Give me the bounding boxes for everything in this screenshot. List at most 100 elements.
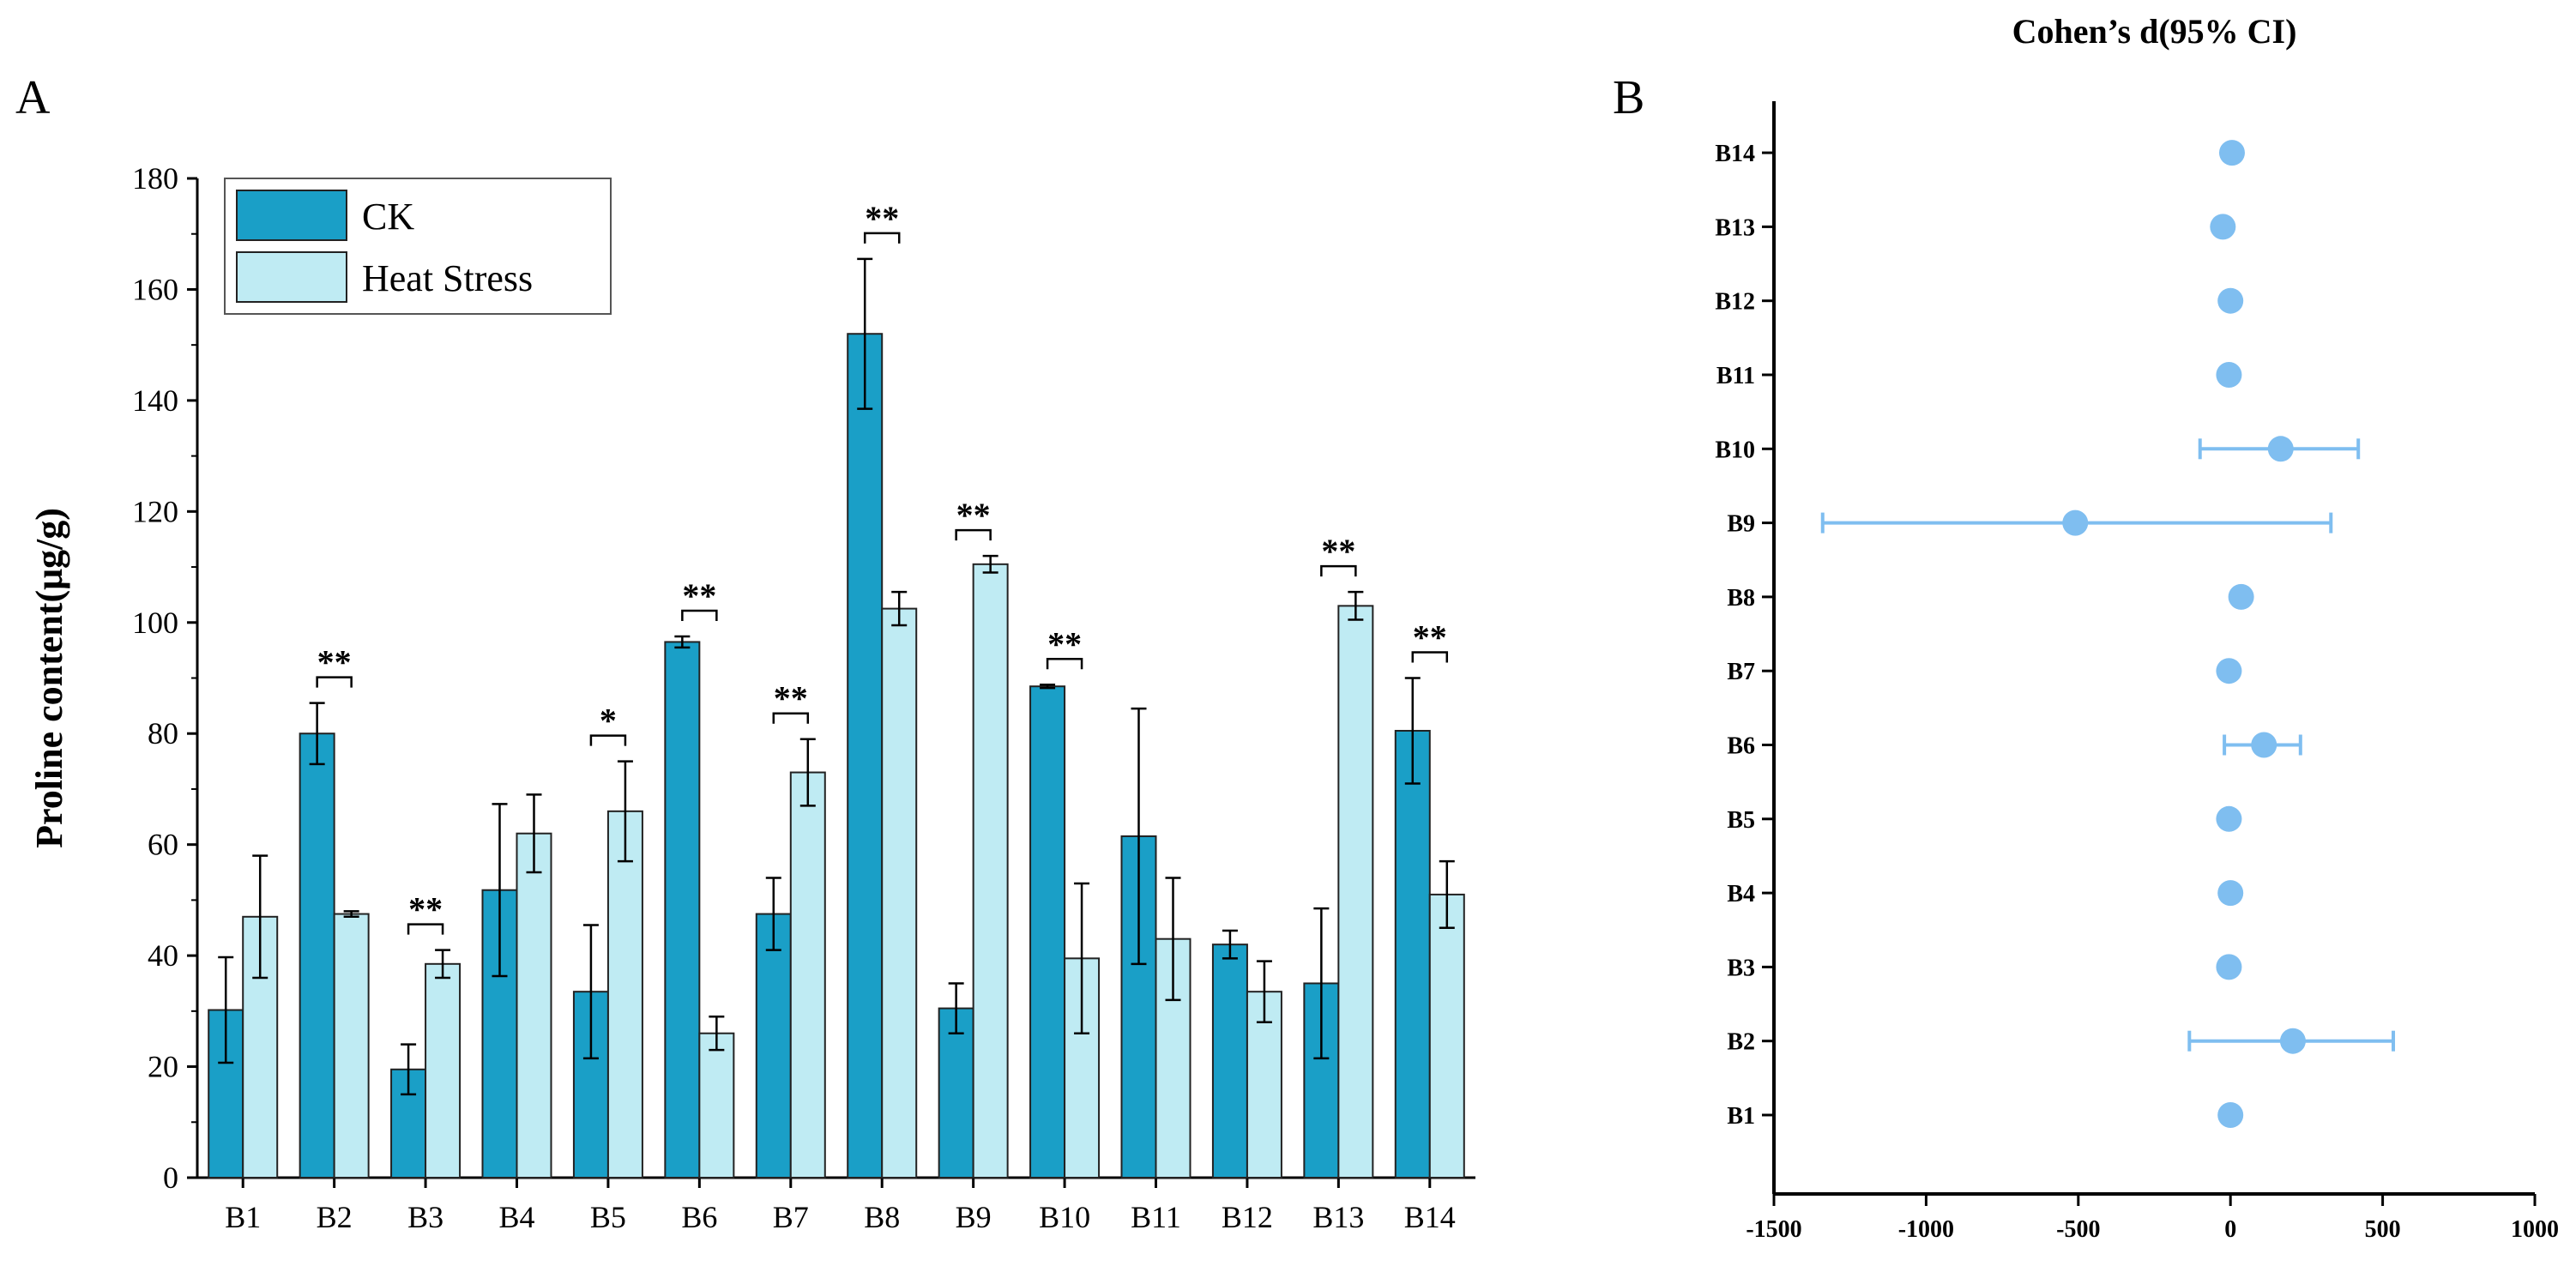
y-tick-label: 20 <box>148 1050 178 1084</box>
significance-mark: ** <box>408 890 443 929</box>
x-tick-label: B13 <box>1312 1200 1364 1234</box>
y-tick-label: 100 <box>132 606 178 640</box>
bar-heat-stress-b2 <box>333 913 370 1179</box>
significance-bracket <box>863 232 901 244</box>
significance-bracket <box>681 609 718 621</box>
y-tick-label: B7 <box>1727 659 1755 685</box>
y-tick-label: B4 <box>1727 881 1755 907</box>
bar-heat-stress-b11 <box>1155 937 1191 1179</box>
bar-heat-stress-b12 <box>1246 991 1282 1179</box>
significance-bracket <box>1046 658 1083 670</box>
bar-ck-b5 <box>572 991 609 1179</box>
bar-ck-b7 <box>755 913 792 1179</box>
effect-point-b12 <box>2217 287 2244 314</box>
effect-point-b5 <box>2216 805 2242 832</box>
significance-mark: ** <box>865 199 899 238</box>
bar-ck-b8 <box>847 333 884 1179</box>
effect-point-b2 <box>2279 1028 2306 1054</box>
legend-label-ck: CK <box>362 196 414 238</box>
significance-mark: ** <box>682 576 716 615</box>
x-tick-label: -1000 <box>1898 1216 1954 1243</box>
bar-heat-stress-b9 <box>972 563 1009 1179</box>
y-tick-label: B11 <box>1716 363 1755 389</box>
bar-heat-stress-b3 <box>425 962 462 1179</box>
x-tick-label: 500 <box>2365 1216 2401 1243</box>
bar-heat-stress-b5 <box>606 810 643 1179</box>
x-tick-label: B3 <box>407 1200 443 1234</box>
panel-a-bar-chart: 0 20 40 60 80 100 120 140 160 180 Proline content(… <box>28 161 1475 1234</box>
y-tick-label: B6 <box>1727 733 1755 760</box>
y-tick-label: 120 <box>132 494 178 528</box>
effect-point-b7 <box>2216 658 2242 684</box>
significance-mark: ** <box>1047 624 1082 663</box>
effect-point-b14 <box>2218 140 2245 166</box>
y-tick-label: B12 <box>1715 289 1755 316</box>
significance-mark: ** <box>956 496 991 534</box>
x-tick-label: B11 <box>1131 1200 1181 1234</box>
significance-bracket <box>1411 651 1449 663</box>
x-tick-label: -500 <box>2056 1216 2100 1243</box>
bar-ck-b14 <box>1394 729 1431 1179</box>
x-tick-label: B12 <box>1222 1200 1273 1234</box>
significance-mark: ** <box>1413 618 1447 657</box>
effect-point-b13 <box>2210 214 2236 240</box>
x-tick-label: B7 <box>773 1200 809 1234</box>
y-tick-label: 140 <box>132 383 178 418</box>
significance-bracket <box>955 528 992 541</box>
bar-heat-stress-b4 <box>516 832 552 1179</box>
bar-heat-stress-b13 <box>1337 605 1374 1179</box>
bar-ck-b6 <box>664 641 701 1179</box>
panel-b-label: B <box>1613 71 1644 124</box>
effect-point-b1 <box>2217 1102 2244 1128</box>
effect-point-b10 <box>2267 436 2294 462</box>
effect-point-b6 <box>2251 732 2277 758</box>
significance-bracket <box>1320 564 1357 577</box>
bar-heat-stress-b14 <box>1428 893 1465 1179</box>
bar-heat-stress-b7 <box>789 771 826 1179</box>
significance-bracket <box>772 712 810 724</box>
significance-bracket <box>316 676 353 688</box>
x-tick-label: B1 <box>225 1200 261 1234</box>
effect-point-b11 <box>2216 362 2242 388</box>
panel-b-forest-plot: Cohen’s d(95% CI) -1500 -1000 -500 0 500 1000 B… <box>1715 12 2559 1243</box>
x-tick-label: B8 <box>864 1200 900 1234</box>
bar-heat-stress-b6 <box>698 1032 735 1179</box>
x-tick-label: B10 <box>1039 1200 1090 1234</box>
panel-a-label: A <box>15 71 51 124</box>
significance-mark: ** <box>774 679 808 718</box>
y-tick-label: B8 <box>1727 585 1755 612</box>
x-tick-label: B9 <box>956 1200 992 1234</box>
x-tick-label: B6 <box>681 1200 717 1234</box>
x-tick-label: B4 <box>498 1200 534 1234</box>
bar-ck-b2 <box>299 732 335 1179</box>
y-tick-label: B10 <box>1715 437 1755 463</box>
legend-swatch-ck <box>236 190 347 241</box>
legend-swatch-heat-stress <box>236 251 347 303</box>
forest-title: Cohen’s d(95% CI) <box>2012 12 2297 51</box>
bar-ck-b12 <box>1211 943 1248 1179</box>
y-tick-label: 160 <box>132 272 178 306</box>
y-tick-label: 80 <box>148 716 178 751</box>
y-tick-label: 60 <box>148 828 178 862</box>
significance-bracket <box>589 734 627 746</box>
significance-bracket <box>407 923 444 935</box>
effect-point-b3 <box>2216 954 2242 980</box>
y-tick-label: B2 <box>1727 1029 1755 1056</box>
x-tick-label: B14 <box>1404 1200 1456 1234</box>
y-tick-label: 0 <box>163 1160 178 1195</box>
legend-label-heat-stress: Heat Stress <box>362 257 533 299</box>
significance-mark: ** <box>1321 532 1355 570</box>
y-tick-label: B5 <box>1727 807 1755 834</box>
x-tick-label: B2 <box>317 1200 353 1234</box>
x-tick-label: 1000 <box>2511 1216 2559 1243</box>
significance-mark: * <box>600 702 617 740</box>
y-tick-label: B9 <box>1727 511 1755 538</box>
y-tick-label: 40 <box>148 938 178 973</box>
x-tick-label: B5 <box>590 1200 626 1234</box>
y-tick-label: B1 <box>1727 1103 1755 1130</box>
effect-point-b9 <box>2062 509 2089 536</box>
x-tick-label: 0 <box>2224 1216 2236 1243</box>
bar-ck-b10 <box>1029 685 1066 1179</box>
y-tick-label: B14 <box>1715 141 1755 167</box>
